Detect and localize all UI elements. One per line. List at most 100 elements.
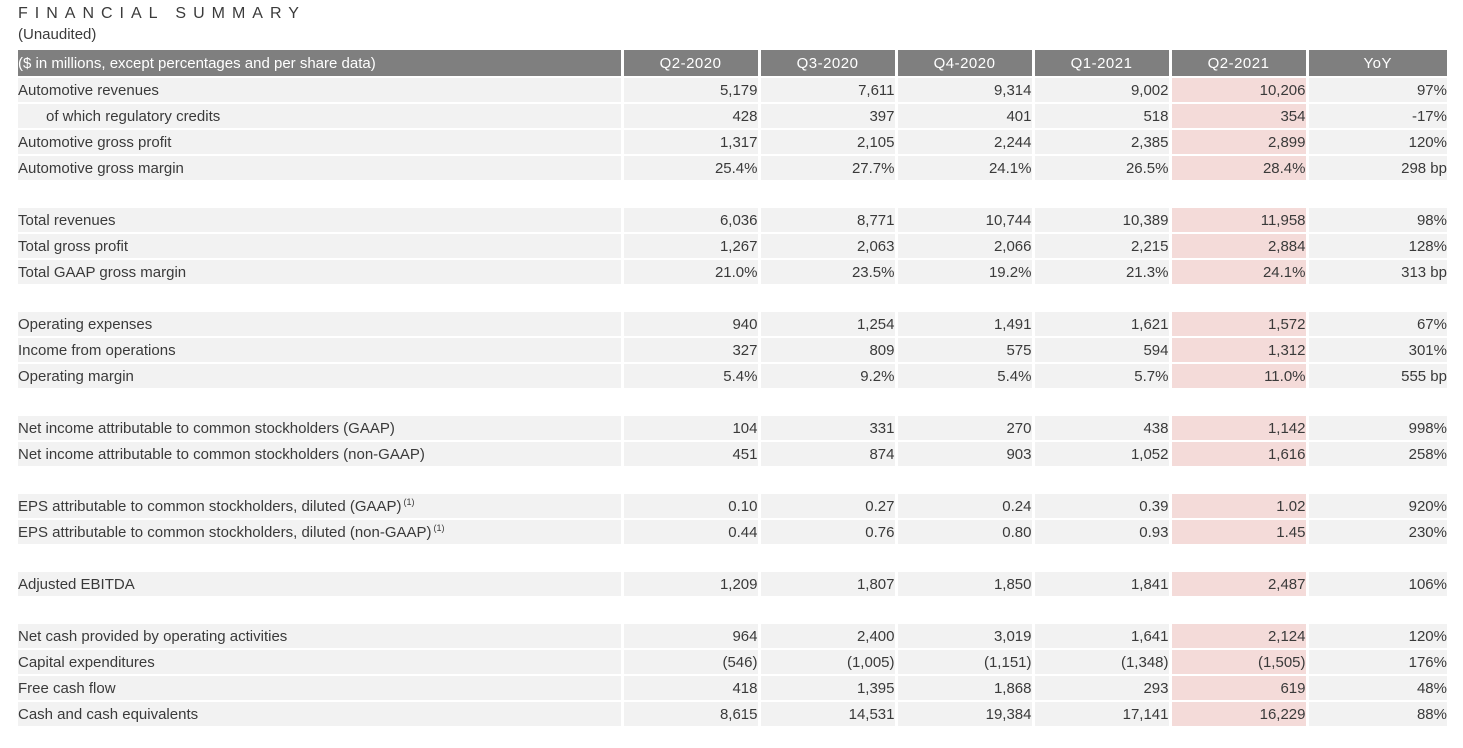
cell-q3-2020: 0.76 [757, 519, 896, 546]
cell-yoy: -17% [1305, 103, 1447, 130]
cell-q4-2020: 19.2% [894, 259, 1033, 286]
cell-yoy: 298 bp [1305, 155, 1447, 182]
row-label: EPS attributable to common stockholders,… [18, 494, 622, 520]
table-row: Operating margin 5.4% 9.2% 5.4% 5.7% 11.0% 555… [18, 363, 1447, 390]
row-label: Adjusted EBITDA [18, 572, 622, 598]
cell-q4-2020: 575 [894, 337, 1033, 364]
cell-q3-2020: 1,395 [757, 675, 896, 702]
financial-summary-table: ($ in millions, except percentages and p… [18, 50, 1447, 728]
cell-q2-2020: 21.0% [620, 259, 759, 286]
cell-q2-2020: 940 [620, 312, 759, 338]
cell-q2-2021: 2,884 [1168, 233, 1307, 260]
cell-q2-2020: 418 [620, 675, 759, 702]
cell-q2-2020: 5,179 [620, 77, 759, 104]
cell-yoy: 48% [1305, 675, 1447, 702]
page-subtitle: (Unaudited) [18, 26, 97, 43]
cell-yoy: 97% [1305, 77, 1447, 104]
row-label: of which regulatory credits [18, 103, 622, 130]
cell-q3-2020: 14,531 [757, 701, 896, 728]
table-row: of which regulatory credits 428 397 401 518 3… [18, 103, 1447, 130]
table-row: Capital expenditures (546) (1,005) (1,151)(… [18, 649, 1447, 676]
cell-q2-2021: 28.4% [1168, 155, 1307, 182]
cell-q4-2020: 270 [894, 416, 1033, 442]
section-spacer [18, 389, 1447, 416]
row-label: EPS attributable to common stockholders,… [18, 519, 622, 546]
cell-q4-2020: 401 [894, 103, 1033, 130]
cell-q3-2020: 1,254 [757, 312, 896, 338]
cell-q3-2020: 0.27 [757, 494, 896, 520]
cell-q1-2021: 438 [1031, 416, 1170, 442]
cell-q2-2021: 2,899 [1168, 129, 1307, 156]
cell-q1-2021: 0.93 [1031, 519, 1170, 546]
cell-q2-2020: 6,036 [620, 208, 759, 234]
table-row: Automotive gross profit 1,317 2,105 2,244 2,… [18, 129, 1447, 156]
cell-q2-2021: 16,229 [1168, 701, 1307, 728]
section-spacer [18, 285, 1447, 312]
cell-q3-2020: 397 [757, 103, 896, 130]
cell-yoy: 998% [1305, 416, 1447, 442]
column-header-q1-2021: Q1-2021 [1031, 50, 1170, 78]
table-row: EPS attributable to common stockholders,… [18, 519, 1447, 546]
cell-q2-2020: 1,267 [620, 233, 759, 260]
cell-q2-2020: 428 [620, 103, 759, 130]
cell-q4-2020: 3,019 [894, 624, 1033, 650]
footnote-marker: (1) [433, 522, 445, 533]
cell-yoy: 176% [1305, 649, 1447, 676]
cell-q2-2020: 327 [620, 337, 759, 364]
row-label: Total gross profit [18, 233, 622, 260]
cell-q3-2020: 1,807 [757, 572, 896, 598]
table-row: Operating expenses 940 1,254 1,491 1,621 1,57… [18, 312, 1447, 338]
cell-q2-2020: 1,209 [620, 572, 759, 598]
table-row: Total GAAP gross margin 21.0% 23.5% 19.2% 21… [18, 259, 1447, 286]
table-row: Net income attributable to common stockh… [18, 416, 1447, 442]
cell-q4-2020: 1,850 [894, 572, 1033, 598]
table-row: Total revenues 6,036 8,771 10,744 10,389 11,9… [18, 208, 1447, 234]
column-header-q3-2020: Q3-2020 [757, 50, 896, 78]
cell-q2-2021: 1,142 [1168, 416, 1307, 442]
cell-q3-2020: (1,005) [757, 649, 896, 676]
column-header-q4-2020: Q4-2020 [894, 50, 1033, 78]
row-label: Total GAAP gross margin [18, 259, 622, 286]
cell-q4-2020: 9,314 [894, 77, 1033, 104]
cell-q4-2020: 1,868 [894, 675, 1033, 702]
cell-q2-2021: 10,206 [1168, 77, 1307, 104]
cell-q3-2020: 2,063 [757, 233, 896, 260]
cell-q1-2021: 1,621 [1031, 312, 1170, 338]
cell-q4-2020: 10,744 [894, 208, 1033, 234]
financial-summary-page: FINANCIAL SUMMARY (Unaudited) ($ in mill… [18, 5, 1447, 728]
cell-q3-2020: 874 [757, 441, 896, 468]
row-label: Total revenues [18, 208, 622, 234]
cell-q2-2020: 25.4% [620, 155, 759, 182]
row-label: Net income attributable to common stockh… [18, 416, 622, 442]
cell-yoy: 301% [1305, 337, 1447, 364]
cell-q1-2021: 0.39 [1031, 494, 1170, 520]
cell-q1-2021: 9,002 [1031, 77, 1170, 104]
cell-yoy: 230% [1305, 519, 1447, 546]
table-row: Income from operations 327 809 575 594 1,312 3… [18, 337, 1447, 364]
cell-q3-2020: 331 [757, 416, 896, 442]
row-label: Net cash provided by operating activitie… [18, 624, 622, 650]
cell-q4-2020: (1,151) [894, 649, 1033, 676]
cell-q2-2020: 8,615 [620, 701, 759, 728]
cell-q2-2021: 2,487 [1168, 572, 1307, 598]
cell-q4-2020: 2,066 [894, 233, 1033, 260]
cell-yoy: 120% [1305, 129, 1447, 156]
table-row: EPS attributable to common stockholders,… [18, 494, 1447, 520]
cell-yoy: 120% [1305, 624, 1447, 650]
cell-q1-2021: 1,841 [1031, 572, 1170, 598]
cell-q2-2020: 104 [620, 416, 759, 442]
table-row: Cash and cash equivalents 8,615 14,531 19,3… [18, 701, 1447, 728]
cell-q1-2021: (1,348) [1031, 649, 1170, 676]
cell-yoy: 67% [1305, 312, 1447, 338]
row-label: Automotive revenues [18, 77, 622, 104]
row-label: Automotive gross margin [18, 155, 622, 182]
cell-q1-2021: 10,389 [1031, 208, 1170, 234]
cell-q2-2021: (1,505) [1168, 649, 1307, 676]
cell-yoy: 128% [1305, 233, 1447, 260]
cell-q4-2020: 903 [894, 441, 1033, 468]
table-row: Adjusted EBITDA 1,209 1,807 1,850 1,841 2,487… [18, 572, 1447, 598]
row-label: Cash and cash equivalents [18, 701, 622, 728]
cell-q2-2020: 0.10 [620, 494, 759, 520]
row-label: Operating expenses [18, 312, 622, 338]
cell-yoy: 98% [1305, 208, 1447, 234]
